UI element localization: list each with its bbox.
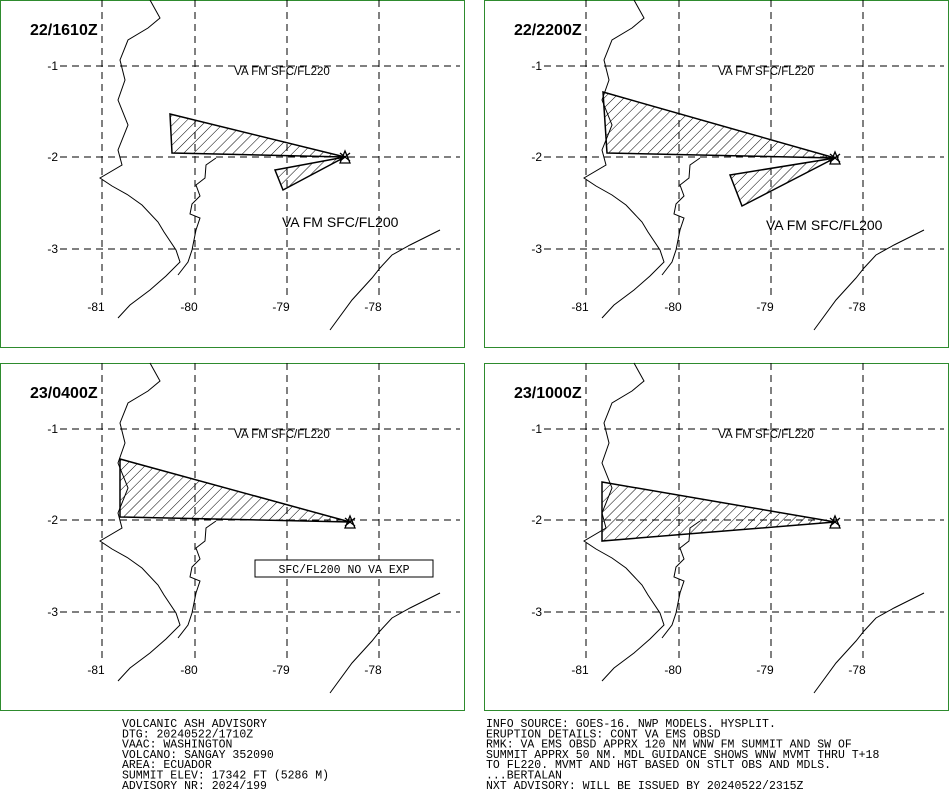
lower-layer-label: VA FM SFC/FL200 <box>766 217 883 233</box>
lat-label: -2 <box>531 513 542 527</box>
upper-layer-label: VA FM SFC/FL220 <box>234 66 330 78</box>
advisory-line: VOLCANO: SANGAY 352090 <box>122 749 274 762</box>
lon-label: -81 <box>87 300 105 314</box>
volcano-marker <box>339 149 351 164</box>
lon-label: -80 <box>664 300 682 314</box>
advisory-line: RMK: VA EMS OBSD APPRX 120 NM WNW FM SUM… <box>486 739 852 752</box>
lat-label: -1 <box>47 59 58 73</box>
lon-label: -78 <box>848 300 866 314</box>
map-panel: -1 -2 -3 -81 -80 -79 -78 22/1610Z VA FM SFC/FL22… <box>0 0 465 348</box>
ash-area <box>728 157 836 208</box>
advisory-line: ERUPTION DETAILS: CONT VA EMS OBSD <box>486 728 721 741</box>
lower-layer-label: VA FM SFC/FL200 <box>282 214 399 230</box>
advisory-line: AREA: ECUADOR <box>122 759 212 772</box>
lon-label: -78 <box>364 300 382 314</box>
coastline <box>583 362 665 682</box>
advisory-line: SUMMIT APPRX 50 NM. MDL GUIDANCE SHOWS W… <box>486 749 879 762</box>
valid-time: 23/1000Z <box>514 385 582 402</box>
coastline <box>177 157 217 276</box>
coastline <box>813 229 925 331</box>
ash-area <box>273 156 346 192</box>
lon-label: -79 <box>272 663 290 677</box>
lat-label: -3 <box>531 242 542 256</box>
lat-label: -2 <box>47 513 58 527</box>
lon-label: -78 <box>364 663 382 677</box>
lon-label: -78 <box>848 663 866 677</box>
lon-label: -79 <box>272 300 290 314</box>
boxed-label: SFC/FL200 NO VA EXP <box>278 564 409 577</box>
advisory-line: SUMMIT ELEV: 17342 FT (5286 M) <box>122 770 329 783</box>
panel-border <box>484 0 949 348</box>
advisory-line: NXT ADVISORY: WILL BE ISSUED BY 20240522… <box>486 780 804 793</box>
panel-border <box>0 363 465 711</box>
ash-area <box>169 113 346 158</box>
advisory-line: VAAC: WASHINGTON <box>122 739 232 752</box>
upper-layer-label: VA FM SFC/FL220 <box>718 429 814 441</box>
lon-label: -81 <box>87 663 105 677</box>
lon-label: -80 <box>180 300 198 314</box>
coastline <box>583 0 665 319</box>
coastline <box>99 0 181 319</box>
volcano-marker <box>344 514 356 529</box>
volcano-marker <box>829 514 841 529</box>
coastline <box>329 592 441 694</box>
map-panel: -1 -2 -3 -81 -80 -79 -78 23/1000Z VA FM SFC/FL22… <box>484 362 949 711</box>
advisory-line: VOLCANIC ASH ADVISORY <box>122 718 267 731</box>
lat-label: -1 <box>47 422 58 436</box>
lat-label: -2 <box>47 150 58 164</box>
lon-label: -79 <box>756 663 774 677</box>
label-box <box>254 559 434 578</box>
lat-label: -1 <box>531 422 542 436</box>
lon-label: -79 <box>756 300 774 314</box>
ash-area <box>601 481 836 542</box>
lat-label: -2 <box>531 150 542 164</box>
advisory-line: INFO SOURCE: GOES-16. NWP MODELS. HYSPLI… <box>486 718 776 731</box>
panel-border <box>0 0 465 348</box>
map-panel: -1 -2 -3 -81 -80 -79 -78 22/2200Z VA FM SFC/FL22… <box>484 0 949 348</box>
coastline <box>661 520 701 639</box>
panel-border <box>484 363 949 711</box>
volcano-marker <box>829 150 841 165</box>
valid-time: 22/1610Z <box>30 22 98 39</box>
advisory-line: ADVISORY NR: 2024/199 <box>122 780 267 793</box>
valid-time: 22/2200Z <box>514 22 582 39</box>
advisory-line: TO FL220. MVMT AND HGT BASED ON STLT OBS… <box>486 759 831 772</box>
ash-area <box>602 90 836 159</box>
lon-label: -81 <box>571 663 589 677</box>
advisory-line: DTG: 20240522/1710Z <box>122 728 253 741</box>
coastline <box>813 592 925 694</box>
upper-layer-label: VA FM SFC/FL220 <box>234 429 330 441</box>
lat-label: -3 <box>47 242 58 256</box>
coastline <box>661 157 701 276</box>
lat-label: -3 <box>47 605 58 619</box>
map-panel: -1 -2 -3 -81 -80 -79 -78 23/0400Z VA FM SFC/FL22… <box>0 362 465 711</box>
coastline <box>99 362 181 682</box>
lat-label: -1 <box>531 59 542 73</box>
upper-layer-label: VA FM SFC/FL220 <box>718 66 814 78</box>
advisory-line: ...BERTALAN <box>486 770 562 783</box>
lon-label: -81 <box>571 300 589 314</box>
valid-time: 23/0400Z <box>30 385 98 402</box>
lon-label: -80 <box>180 663 198 677</box>
ash-area <box>119 458 351 523</box>
coastline <box>177 520 217 639</box>
coastline <box>329 229 441 331</box>
lat-label: -3 <box>531 605 542 619</box>
lon-label: -80 <box>664 663 682 677</box>
